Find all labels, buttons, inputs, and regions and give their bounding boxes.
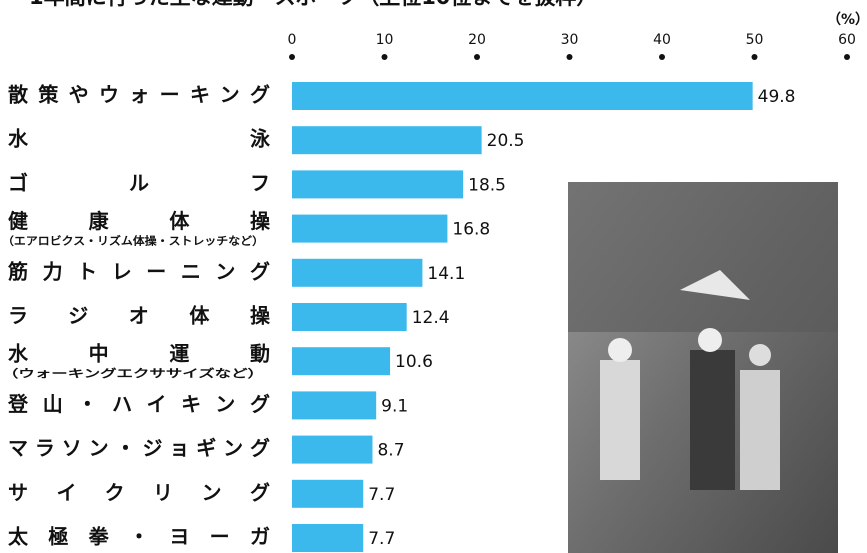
value-label: 8.7 (377, 441, 404, 461)
y-tick-label: 太極拳・ヨーガ (8, 525, 270, 549)
photo (568, 182, 838, 553)
x-tick-label: 30 (561, 32, 579, 48)
unit-label: （%） (827, 12, 867, 28)
bar (292, 258, 423, 287)
value-label: 20.5 (487, 131, 525, 151)
x-tick-label: 0 (288, 32, 297, 48)
value-label: 14.1 (427, 264, 465, 284)
y-tick-label: 登山・ハイキング (7, 392, 270, 416)
x-tick-label: 60 (838, 32, 856, 48)
y-tick-label: 水中運動 (8, 342, 270, 366)
bar (292, 347, 391, 376)
bar (292, 303, 407, 331)
tick-mark (751, 54, 758, 60)
bar (292, 170, 464, 199)
y-tick-label: 健康体操 (8, 209, 271, 233)
y-tick-label: 水泳 (8, 127, 271, 151)
tick-mark (566, 54, 573, 60)
bar (292, 524, 364, 552)
y-tick-label: 散策やウォーキング (8, 83, 270, 107)
value-label: 7.7 (368, 485, 395, 505)
value-label: 7.7 (368, 529, 395, 549)
y-tick-label: サイクリング (8, 480, 270, 504)
category-note: （エアロビクス・リズム体操・ストレッチなど） (2, 234, 264, 248)
bar (292, 391, 377, 420)
bar (292, 214, 448, 243)
value-label: 49.8 (758, 87, 796, 107)
x-tick-label: 10 (376, 32, 394, 48)
y-tick-label: マラソン・ジョギング (8, 436, 270, 460)
tick-mark (659, 54, 665, 60)
value-label: 12.4 (412, 308, 450, 328)
value-label: 9.1 (381, 396, 408, 416)
tick-mark (381, 54, 388, 60)
y-tick-label: ゴルフ (8, 171, 270, 195)
tick-mark (289, 54, 295, 60)
x-tick-label: 20 (468, 32, 486, 48)
value-label: 16.8 (452, 220, 490, 240)
tick-mark (474, 54, 480, 60)
bar (292, 82, 753, 110)
x-tick-label: 50 (746, 32, 764, 48)
y-tick-label: ラジオ体操 (8, 304, 271, 328)
value-label: 18.5 (468, 175, 506, 195)
value-label: 10.6 (395, 352, 433, 372)
chart-title: ・1年間に行った主な運動・スポーツ（上位10位までを抜粋） (8, 0, 597, 9)
y-tick-label: 筋力トレーニング (8, 259, 270, 283)
bar (292, 435, 373, 464)
bar (292, 126, 482, 155)
x-tick-label: 40 (653, 32, 671, 48)
category-note: （ウォーキングエクササイズなど） (2, 366, 264, 380)
bar (292, 479, 364, 508)
tick-mark (844, 54, 850, 60)
